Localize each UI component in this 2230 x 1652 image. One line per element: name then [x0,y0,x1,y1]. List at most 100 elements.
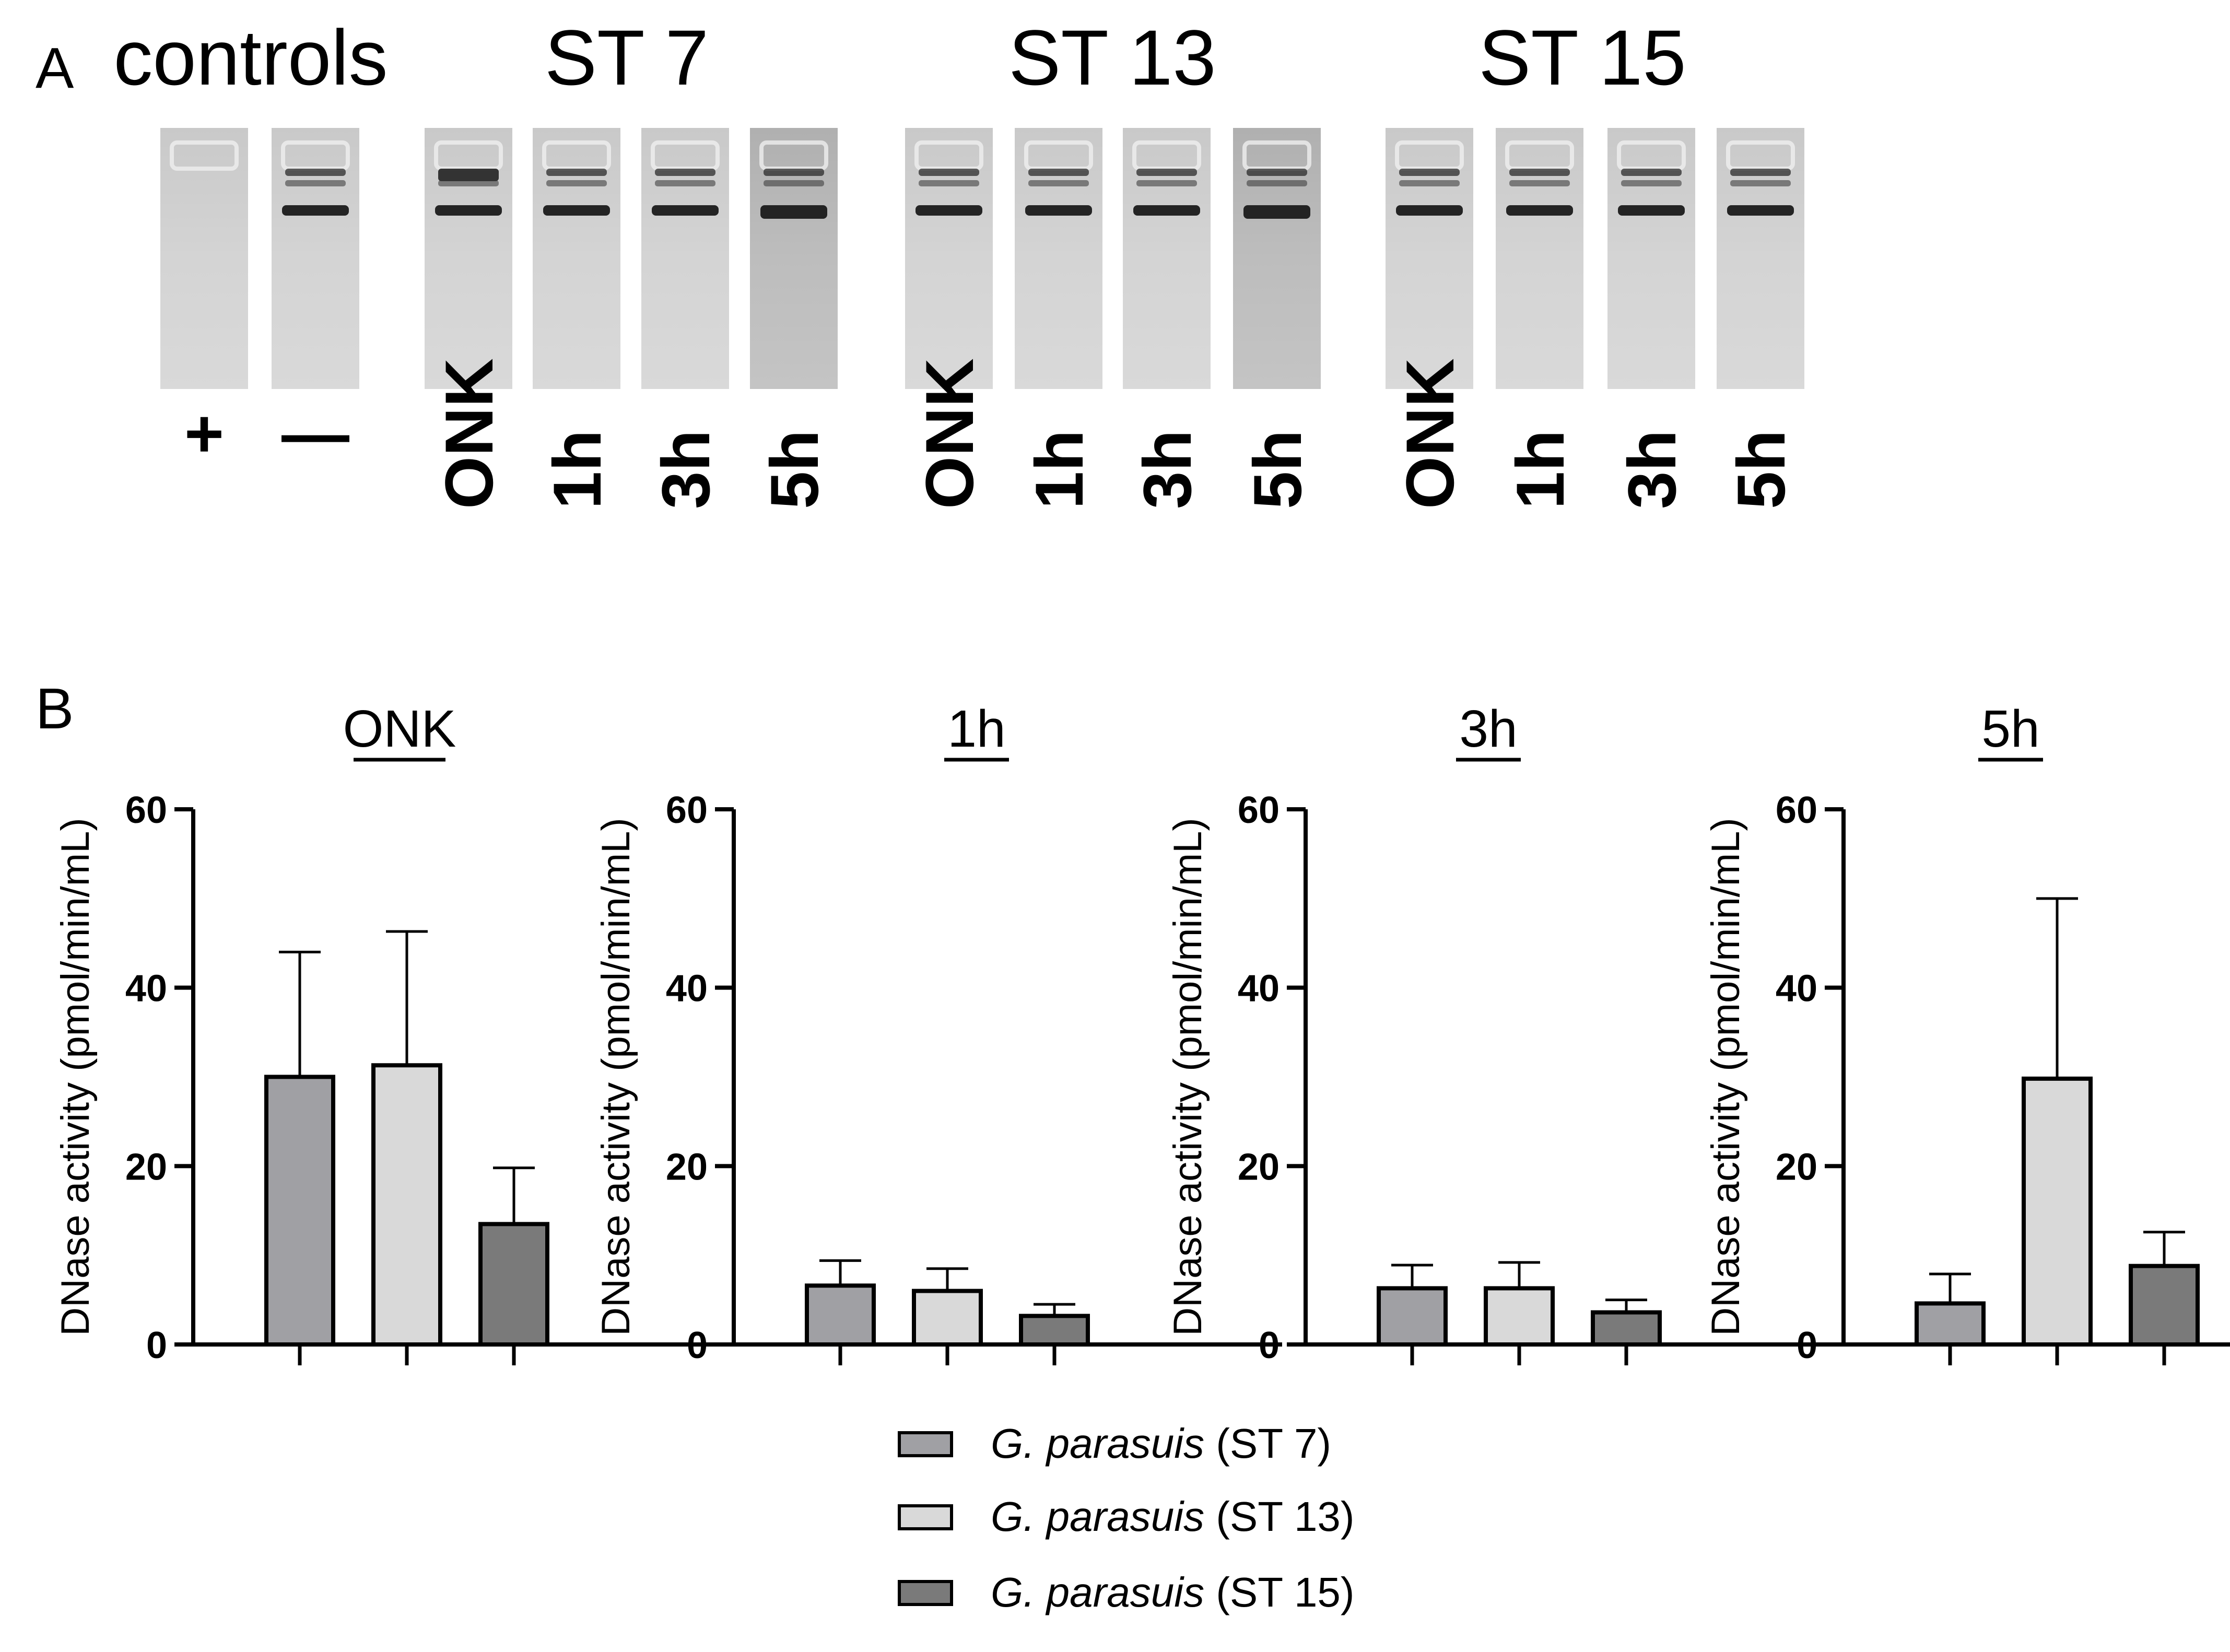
legend-swatch [898,1580,953,1606]
gel-main-band [1133,205,1200,216]
legend-swatch [898,1504,953,1530]
gel-main-band [1243,205,1310,219]
y-tick-label: 20 [1776,1146,1817,1188]
gel-lane-label: 5h [1723,430,1799,509]
legend-swatch [898,1431,953,1457]
gel-upper-band [1621,180,1682,186]
chart-title: ONK [343,700,456,758]
gel-well-band [546,169,607,176]
gel-panel: controls + — ST 7 ONK 1h 3h 5h ST 13 ONK 1h 3h 5h ST … [113,14,1804,509]
y-tick-label: 60 [1238,789,1280,831]
gel-upper-band [1247,180,1307,186]
legend-item: G. parasuis (ST 7) [898,1420,1331,1467]
legend-label-strain: (ST 13) [1204,1493,1355,1540]
y-tick-label: 20 [666,1146,708,1188]
gel-well-band [764,169,824,176]
y-tick-label: 60 [125,789,167,831]
gel-lane [1015,128,1102,389]
gel-lane-label: ONK [1392,358,1468,509]
bar-chart-3h: 3h DNase activity (pmol/min/mL) 0 20 40 60 [1166,700,1854,1366]
gel-lane [272,128,359,389]
legend-label-species: G. parasuis [991,1569,1204,1615]
gel-well-band [1136,169,1197,176]
gel-lane [1386,128,1473,389]
y-tick-label: 40 [125,968,167,1010]
y-tick-label: 40 [1776,968,1817,1010]
bar-st-15 [1591,1310,1662,1347]
y-tick-label: 0 [687,1325,708,1366]
gel-lane-label: 5h [1239,430,1316,509]
legend-label-strain: (ST 7) [1204,1420,1331,1467]
gel-group-header: ST 7 [545,14,709,101]
chart-title: 5h [1981,700,2039,758]
gel-group-header: ST 13 [1008,14,1216,101]
gel-lane [1717,128,1804,389]
legend-label: G. parasuis (ST 7) [991,1420,1331,1467]
gel-well-band [1247,169,1307,176]
gel-upper-band [546,180,607,186]
gel-main-band [435,205,502,216]
gel-upper-band [1136,180,1197,186]
bar-st-15 [2129,1264,2200,1347]
y-axis-label: DNase activity (pmol/min/mL) [53,818,98,1336]
gel-lane-label: 5h [756,430,832,509]
bar-st-15 [478,1222,549,1347]
gel-main-band [1727,205,1794,216]
bar-st-7 [1915,1301,1986,1347]
gel-lane [905,128,993,389]
gel-well-band [285,169,346,176]
y-tick-label: 40 [1238,968,1280,1010]
y-axis-label: DNase activity (pmol/min/mL) [594,818,638,1336]
chart-title: 3h [1459,700,1517,758]
gel-main-band [1618,205,1685,216]
gel-well [170,140,239,171]
gel-well-band [1730,169,1791,176]
gel-main-band [760,205,827,219]
gel-lane-label: 3h [1614,430,1690,509]
bar-st-13 [371,1063,442,1347]
y-axis-label: DNase activity (pmol/min/mL) [1166,818,1210,1336]
gel-lane [425,128,512,389]
gel-upper-band [1730,180,1791,186]
bar-st-13 [1484,1286,1555,1347]
gel-well-band [1621,169,1682,176]
y-tick-label: 20 [1238,1146,1280,1188]
gel-upper-band [919,180,979,186]
gel-upper-band [285,180,346,186]
panel-a-letter: A [36,36,74,100]
bar-st-7 [264,1075,335,1347]
gel-group-header: ST 15 [1478,14,1686,101]
gel-main-band [652,205,719,216]
chart-legend: G. parasuis (ST 7)G. parasuis (ST 13)G. … [898,1420,1355,1615]
legend-label-strain: (ST 15) [1204,1569,1355,1615]
gel-upper-band [1509,180,1570,186]
bar-st-7 [805,1283,876,1347]
gel-lane [1607,128,1695,389]
y-tick-label: 0 [1259,1325,1280,1366]
legend-label-species: G. parasuis [991,1493,1204,1540]
bar-st-13 [2022,1076,2093,1347]
gel-group-header: controls [113,14,388,101]
gel-main-band [1396,205,1463,216]
gel-main-band [543,205,610,216]
gel-main-band [916,205,982,216]
legend-label: G. parasuis (ST 13) [991,1493,1355,1540]
gel-well-band [438,169,499,181]
panel-b-letter: B [36,677,74,741]
y-tick-label: 20 [125,1146,167,1188]
gel-upper-band [655,180,715,186]
gel-well-band [919,169,979,176]
legend-label: G. parasuis (ST 15) [991,1569,1355,1615]
gel-lane [1123,128,1211,389]
gel-main-band [282,205,349,216]
bar-chart-1h: 1h DNase activity (pmol/min/mL) 0 20 40 60 [594,700,1282,1366]
legend-item: G. parasuis (ST 15) [898,1569,1355,1615]
gel-lane-label: — [281,395,349,471]
gel-lane [641,128,729,389]
legend-item: G. parasuis (ST 13) [898,1493,1355,1540]
gel-lane-label: 3h [648,430,724,509]
bar-st-15 [1019,1314,1090,1347]
gel-lane [750,128,838,389]
